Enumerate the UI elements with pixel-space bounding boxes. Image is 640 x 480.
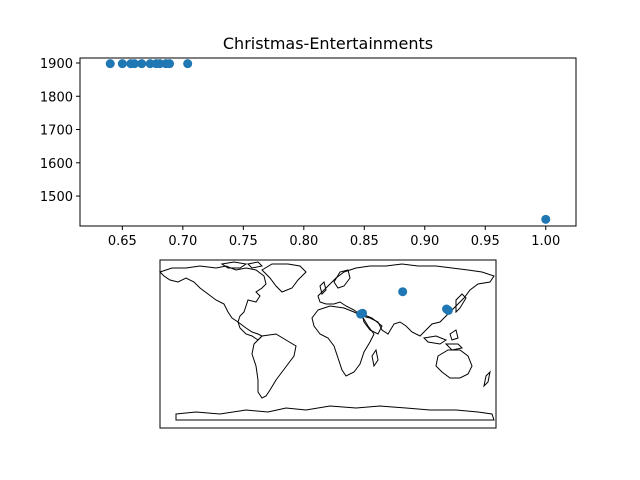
south-america-coastline bbox=[251, 333, 297, 399]
philippines-coastline bbox=[449, 329, 459, 341]
new-zealand-coastline bbox=[483, 370, 491, 388]
y-tick-label: 1700 bbox=[40, 124, 73, 139]
x-tick-label: 0.75 bbox=[229, 234, 258, 249]
antarctica-coastline bbox=[175, 405, 495, 421]
japan-coastline bbox=[455, 293, 467, 314]
new-guinea-coastline bbox=[444, 343, 464, 351]
scatter-point bbox=[105, 59, 115, 69]
map-point bbox=[398, 287, 408, 297]
x-tick-label: 0.65 bbox=[108, 234, 137, 249]
scatter-axes: 0.65 0.70 0.75 0.80 0.85 0.90 0.95 1.00 1500 160… bbox=[40, 57, 577, 249]
scatter-point bbox=[541, 214, 551, 224]
scatter-series bbox=[105, 59, 551, 224]
scatter-point bbox=[117, 59, 127, 69]
x-tick-label: 1.00 bbox=[531, 234, 560, 249]
scatter-point bbox=[165, 59, 175, 69]
madagascar-coastline bbox=[371, 348, 379, 368]
africa-coastline bbox=[311, 305, 375, 377]
scatter-point bbox=[129, 59, 139, 69]
y-tick-label: 1600 bbox=[40, 157, 73, 172]
coastlines bbox=[159, 261, 495, 421]
scatter-point bbox=[137, 59, 147, 69]
x-tick-label: 0.70 bbox=[168, 234, 197, 249]
north-america-coastline bbox=[159, 265, 267, 323]
greenland-coastline bbox=[261, 263, 307, 293]
y-axis: 1500 1600 1700 1800 1900 bbox=[40, 57, 80, 205]
x-tick-label: 0.85 bbox=[350, 234, 379, 249]
indonesia-coastline bbox=[422, 335, 448, 345]
y-tick-label: 1500 bbox=[40, 190, 73, 205]
world-map bbox=[159, 259, 497, 429]
scandinavia-coastline bbox=[333, 269, 351, 289]
map-point bbox=[358, 308, 368, 318]
x-tick-label: 0.80 bbox=[289, 234, 318, 249]
y-tick-label: 1900 bbox=[40, 57, 73, 72]
scatter-plot-area bbox=[79, 57, 577, 227]
chart-title: Christmas-Entertainments bbox=[223, 34, 433, 53]
y-tick-label: 1800 bbox=[40, 90, 73, 105]
british-isles-coastline bbox=[319, 281, 327, 295]
scatter-point bbox=[183, 59, 193, 69]
x-axis: 0.65 0.70 0.75 0.80 0.85 0.90 0.95 1.00 bbox=[108, 226, 560, 249]
australia-coastline bbox=[435, 349, 473, 379]
map-series bbox=[356, 287, 453, 319]
x-tick-label: 0.95 bbox=[471, 234, 500, 249]
x-tick-label: 0.90 bbox=[410, 234, 439, 249]
arctic-island-coastline bbox=[246, 261, 264, 269]
arctic-islands-coastline bbox=[220, 261, 248, 269]
arabia-coastline bbox=[361, 313, 383, 335]
map-point bbox=[443, 305, 453, 315]
